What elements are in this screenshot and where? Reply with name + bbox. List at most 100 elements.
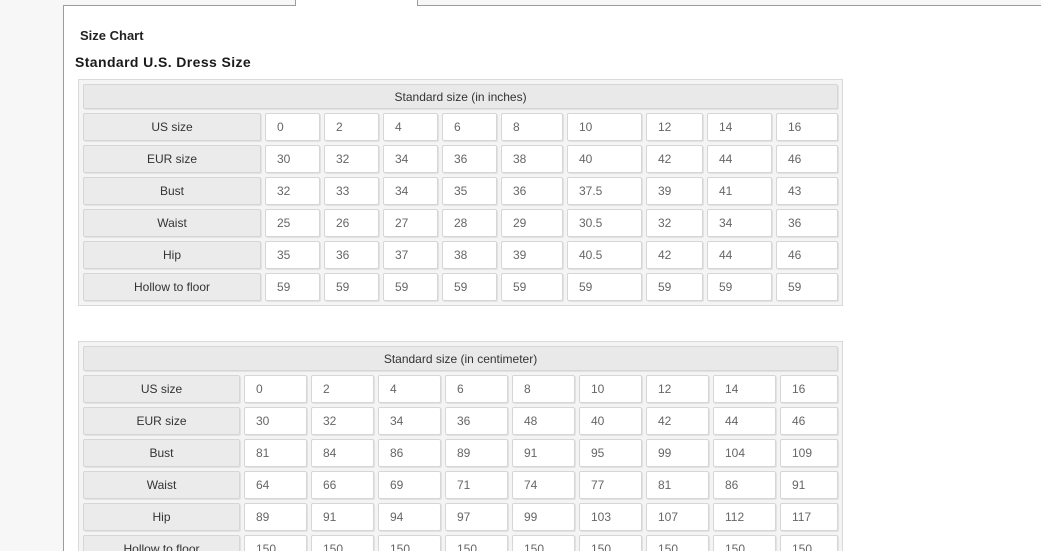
size-value-cell: 34 (383, 177, 438, 205)
size-value-cell: 36 (324, 241, 379, 269)
size-value-cell: 74 (512, 471, 575, 499)
size-value-cell: 59 (383, 273, 438, 301)
table-caption-row: Standard size (in inches) (83, 84, 839, 109)
size-value-cell: 10 (567, 113, 642, 141)
size-value-cell: 95 (579, 439, 642, 467)
size-value-cell: 150 (445, 535, 508, 551)
size-value-cell: 29 (501, 209, 563, 237)
table-row: Bust 81 84 86 89 91 95 99 104 109 (83, 439, 839, 467)
size-value-cell: 84 (311, 439, 374, 467)
size-value-cell: 59 (567, 273, 642, 301)
size-value-cell: 6 (442, 113, 497, 141)
row-label: EUR size (83, 407, 240, 435)
size-value-cell: 107 (646, 503, 709, 531)
table-row: EUR size 30 32 34 36 38 40 42 44 46 (83, 145, 839, 173)
size-value-cell: 10 (579, 375, 642, 403)
table-row: Hip 89 91 94 97 99 103 107 112 117 (83, 503, 839, 531)
row-label: Bust (83, 439, 240, 467)
size-value-cell: 12 (646, 375, 709, 403)
size-value-cell: 0 (244, 375, 307, 403)
size-value-cell: 32 (646, 209, 703, 237)
size-value-cell: 104 (713, 439, 776, 467)
size-value-cell: 30 (244, 407, 307, 435)
size-value-cell: 112 (713, 503, 776, 531)
size-value-cell: 81 (244, 439, 307, 467)
table-row: Hollow to floor 150 150 150 150 150 150 150 150 1… (83, 535, 839, 551)
size-value-cell: 109 (780, 439, 839, 467)
size-value-cell: 150 (646, 535, 709, 551)
size-value-cell: 39 (646, 177, 703, 205)
table-row: Hip 35 36 37 38 39 40.5 42 44 46 (83, 241, 839, 269)
size-value-cell: 36 (442, 145, 497, 173)
table-inches: Standard size (in inches) US size 0 2 4 6 8 10 1… (79, 80, 842, 305)
size-value-cell: 77 (579, 471, 642, 499)
row-label: Hip (83, 241, 261, 269)
size-value-cell: 46 (776, 241, 839, 269)
size-value-cell: 32 (311, 407, 374, 435)
table-row: US size 0 2 4 6 8 10 12 14 16 (83, 113, 839, 141)
row-label: US size (83, 113, 261, 141)
size-value-cell: 40 (579, 407, 642, 435)
size-value-cell: 38 (442, 241, 497, 269)
table-centimeter: Standard size (in centimeter) US size 0 2 4 6… (79, 342, 842, 551)
size-value-cell: 81 (646, 471, 709, 499)
size-value-cell: 150 (579, 535, 642, 551)
size-value-cell: 59 (646, 273, 703, 301)
size-value-cell: 14 (707, 113, 772, 141)
table-row: Waist 64 66 69 71 74 77 81 86 91 (83, 471, 839, 499)
row-label: Waist (83, 209, 261, 237)
size-value-cell: 16 (776, 113, 839, 141)
size-value-cell: 59 (442, 273, 497, 301)
size-value-cell: 34 (383, 145, 438, 173)
size-value-cell: 91 (512, 439, 575, 467)
size-value-cell: 48 (512, 407, 575, 435)
size-value-cell: 25 (265, 209, 320, 237)
table-caption-row: Standard size (in centimeter) (83, 346, 839, 371)
size-value-cell: 28 (442, 209, 497, 237)
size-value-cell: 89 (244, 503, 307, 531)
size-value-cell: 103 (579, 503, 642, 531)
section-title: Standard U.S. Dress Size (75, 54, 252, 70)
size-value-cell: 69 (378, 471, 441, 499)
size-value-cell: 36 (445, 407, 508, 435)
table-caption: Standard size (in centimeter) (83, 346, 839, 371)
size-value-cell: 150 (244, 535, 307, 551)
size-value-cell: 150 (713, 535, 776, 551)
size-value-cell: 36 (776, 209, 839, 237)
size-value-cell: 86 (378, 439, 441, 467)
size-value-cell: 35 (442, 177, 497, 205)
table-row: Waist 25 26 27 28 29 30.5 32 34 36 (83, 209, 839, 237)
size-value-cell: 12 (646, 113, 703, 141)
row-label: Hollow to floor (83, 535, 240, 551)
size-value-cell: 42 (646, 407, 709, 435)
size-value-cell: 38 (501, 145, 563, 173)
size-value-cell: 4 (383, 113, 438, 141)
size-value-cell: 4 (378, 375, 441, 403)
row-label: EUR size (83, 145, 261, 173)
size-value-cell: 44 (707, 145, 772, 173)
size-value-cell: 26 (324, 209, 379, 237)
size-value-cell: 43 (776, 177, 839, 205)
size-value-cell: 97 (445, 503, 508, 531)
size-value-cell: 33 (324, 177, 379, 205)
size-value-cell: 59 (324, 273, 379, 301)
size-value-cell: 8 (512, 375, 575, 403)
size-value-cell: 37.5 (567, 177, 642, 205)
size-value-cell: 99 (646, 439, 709, 467)
size-value-cell: 64 (244, 471, 307, 499)
size-value-cell: 117 (780, 503, 839, 531)
row-label: Hip (83, 503, 240, 531)
row-label: Waist (83, 471, 240, 499)
row-label: Bust (83, 177, 261, 205)
size-value-cell: 39 (501, 241, 563, 269)
page-title: Size Chart (80, 28, 144, 43)
size-value-cell: 44 (713, 407, 776, 435)
active-tab[interactable] (295, 0, 418, 6)
size-chart-content: Size Chart Standard U.S. Dress Size Stan… (64, 6, 1041, 551)
size-value-cell: 35 (265, 241, 320, 269)
size-value-cell: 150 (512, 535, 575, 551)
size-value-cell: 30.5 (567, 209, 642, 237)
size-value-cell: 59 (707, 273, 772, 301)
size-value-cell: 34 (707, 209, 772, 237)
size-value-cell: 37 (383, 241, 438, 269)
